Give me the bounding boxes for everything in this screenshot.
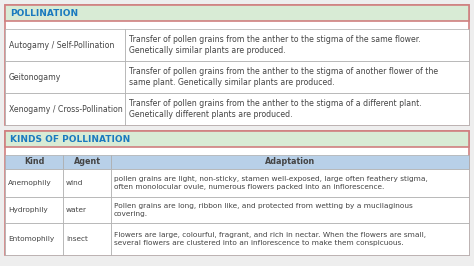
Text: POLLINATION: POLLINATION [10,9,78,18]
Text: Agent: Agent [73,157,100,167]
Text: Adaptation: Adaptation [265,157,315,167]
Text: insect: insect [66,236,88,242]
Text: Xenogamy / Cross-Pollination: Xenogamy / Cross-Pollination [9,105,123,114]
Text: Transfer of pollen grains from the anther to the stigma of a different plant.
Ge: Transfer of pollen grains from the anthe… [129,99,422,119]
Bar [63,197,111,223]
Text: Hydrophily: Hydrophily [8,207,48,213]
Bar [5,169,63,197]
Bar [111,223,469,255]
Bar [125,61,469,93]
Text: Flowers are large, colourful, fragrant, and rich in nectar. When the flowers are: Flowers are large, colourful, fragrant, … [114,232,426,246]
Bar [5,131,469,147]
Bar [5,197,63,223]
Bar [5,5,469,125]
Text: pollen grains are light, non-sticky, stamen well-exposed, large often feathery s: pollen grains are light, non-sticky, sta… [114,176,428,190]
Bar [63,223,111,255]
Bar [5,29,125,61]
Text: wind: wind [66,180,83,186]
Text: Pollen grains are long, ribbon like, and protected from wetting by a mucilaginou: Pollen grains are long, ribbon like, and… [114,203,413,217]
Text: Transfer of pollen grains from the anther to the stigma of the same flower.
Gene: Transfer of pollen grains from the anthe… [129,35,421,55]
Text: Geitonogamy: Geitonogamy [9,73,61,81]
Bar [5,223,63,255]
Text: Autogamy / Self-Pollination: Autogamy / Self-Pollination [9,40,114,49]
Bar [5,131,469,255]
Bar [111,169,469,197]
Text: KINDS OF POLLINATION: KINDS OF POLLINATION [10,135,130,143]
Bar [125,29,469,61]
Text: Anemophily: Anemophily [8,180,52,186]
Text: water: water [66,207,87,213]
Bar [5,5,469,21]
Bar [5,61,125,93]
Bar [111,197,469,223]
Bar [5,93,125,125]
Text: Transfer of pollen grains from the anther to the stigma of another flower of the: Transfer of pollen grains from the anthe… [129,67,438,87]
Bar [63,169,111,197]
Bar [125,93,469,125]
Bar [111,155,469,169]
Text: Kind: Kind [24,157,44,167]
Text: Entomophily: Entomophily [8,236,54,242]
Bar [5,155,63,169]
Bar [63,155,111,169]
